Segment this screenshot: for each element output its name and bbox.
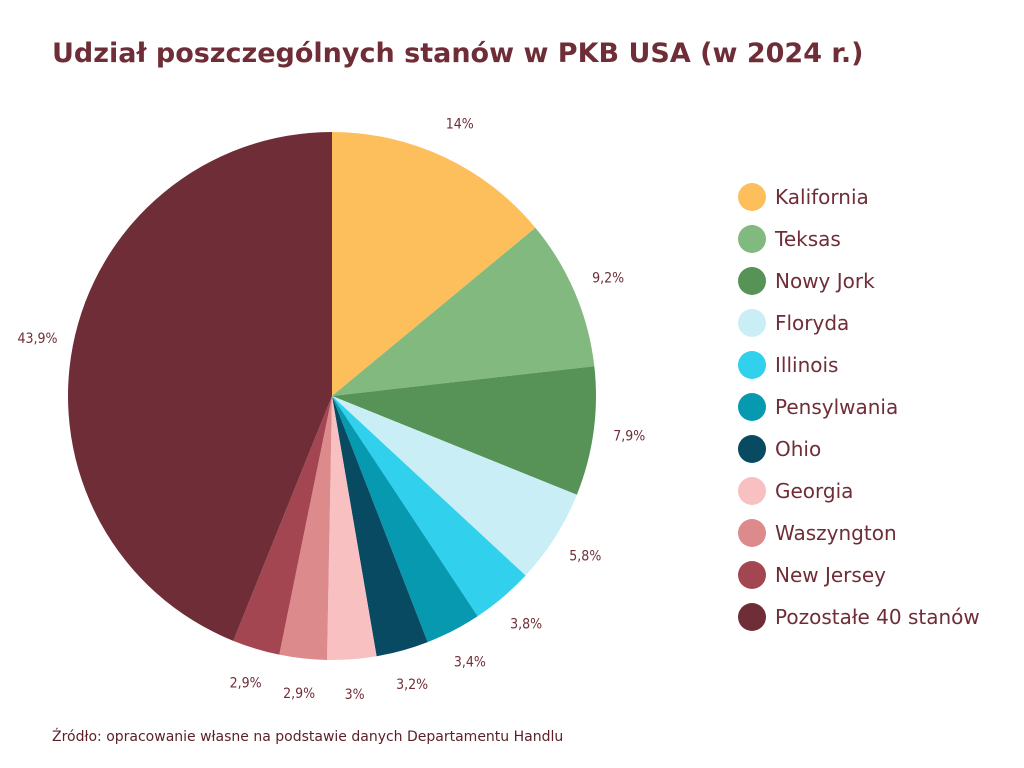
legend-item-nowy-jork: Nowy Jork [738,260,980,302]
legend-item-teksas: Teksas [738,218,980,260]
legend-swatch [738,351,766,379]
source-note: Źródło: opracowanie własne na podstawie … [52,729,564,745]
legend-item-ohio: Ohio [738,428,980,470]
legend-item-waszyngton: Waszyngton [738,512,980,554]
chart-title: Udział poszczególnych stanów w PKB USA (… [52,38,864,69]
legend-label: Pensylwania [775,395,899,419]
legend-item-kalifornia: Kalifornia [738,176,980,218]
slice-label-pozostale-40-stanow: 43,9% [17,331,57,347]
pie-slice-waszyngton [279,396,332,660]
legend-swatch [738,477,766,505]
slice-label-kalifornia: 14% [446,117,474,133]
pie-slice-pensylwania [332,396,478,643]
pie-slice-georgia [327,396,377,660]
legend-swatch [738,267,766,295]
legend-swatch [738,603,766,631]
slice-labels: 14% 9,2% 7,9% 5,8% 3,8% 3,4% 3,2% 3% 2,9% 2,9% 43,… [17,117,645,704]
legend-swatch [738,435,766,463]
legend-item-illinois: Illinois [738,344,980,386]
legend-item-new-jersey: New Jersey [738,554,980,596]
slice-label-floryda: 5,8% [569,549,601,565]
legend-label: Georgia [775,479,854,503]
pie-slice-illinois [332,396,526,617]
legend-item-georgia: Georgia [738,470,980,512]
legend-label: Pozostałe 40 stanów [775,605,980,629]
legend-label: Illinois [775,353,839,377]
legend-item-floryda: Floryda [738,302,980,344]
slice-label-teksas: 9,2% [592,271,624,287]
pie-slice-pozostale-40-stanow [67,132,332,641]
pie-slice-new-jersey [233,396,332,655]
legend-swatch [738,183,766,211]
legend: Kalifornia Teksas Nowy Jork Floryda Illinois… [738,176,980,638]
slice-label-nowy-jork: 7,9% [613,428,645,444]
slice-label-new-jersey: 2,9% [230,675,262,691]
legend-swatch [738,519,766,547]
legend-label: Nowy Jork [775,269,875,293]
slice-label-georgia: 3% [345,687,365,703]
pie-slice-kalifornia [332,132,536,396]
legend-swatch [738,393,766,421]
pie-slice-floryda [332,396,577,576]
legend-label: Floryda [775,311,850,335]
pie-slice-teksas [332,227,595,396]
legend-item-pozostale-40-stanow: Pozostałe 40 stanów [738,596,980,638]
slice-label-pensylwania: 3,4% [454,654,486,670]
legend-label: Waszyngton [775,521,897,545]
legend-label: Ohio [775,437,822,461]
slice-label-illinois: 3,8% [510,617,542,633]
slice-label-waszyngton: 2,9% [283,686,315,702]
legend-label: Kalifornia [775,185,869,209]
pie-slice-nowy-jork [332,366,597,495]
legend-label: New Jersey [775,563,886,587]
legend-swatch [738,561,766,589]
slice-label-ohio: 3,2% [396,677,428,693]
legend-swatch [738,309,766,337]
legend-label: Teksas [775,227,841,251]
pie-slices [67,132,597,660]
legend-swatch [738,225,766,253]
pie-slice-ohio [332,396,428,657]
legend-item-pensylwania: Pensylwania [738,386,980,428]
